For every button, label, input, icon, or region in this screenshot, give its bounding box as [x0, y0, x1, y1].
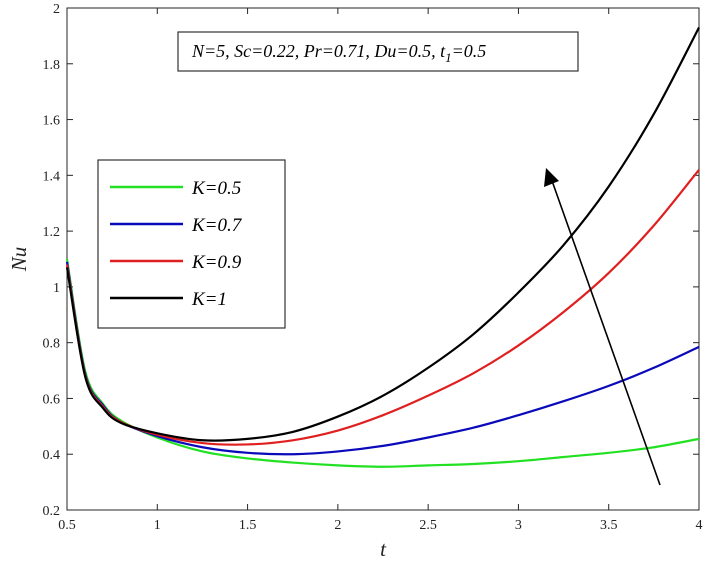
series-lines [65, 27, 700, 468]
x-tick-label: 3.5 [600, 518, 618, 533]
x-tick-label: 3 [515, 518, 522, 533]
x-axis-ticks: 0.5 1 1.5 2 2.5 3 3.5 4 [58, 8, 703, 533]
series-line-3 [65, 27, 700, 442]
legend-label-2: K=0.9 [191, 252, 242, 273]
y-tick-label: 0.8 [43, 337, 61, 352]
y-tick-label: 2 [53, 2, 60, 17]
y-tick-label: 0.6 [43, 392, 61, 407]
y-tick-label: 0.4 [43, 448, 61, 463]
svg-text:N=5, Sc=0.22, Pr=0.71, Du=0.5,: N=5, Sc=0.22, Pr=0.71, Du=0.5, t1=0.5 [191, 41, 486, 65]
x-tick-label: 2.5 [419, 518, 437, 533]
x-tick-label: 1 [154, 518, 161, 533]
x-tick-label: 2 [334, 518, 341, 533]
y-axis-label: Nu [7, 247, 31, 273]
y-tick-label: 1.2 [43, 225, 61, 240]
y-tick-label: 1.6 [43, 114, 61, 129]
x-tick-label: 0.5 [58, 518, 76, 533]
legend: K=0.5 K=0.7 K=0.9 K=1 [97, 159, 286, 329]
y-tick-label: 1 [53, 281, 60, 296]
legend-label-3: K=1 [191, 289, 227, 310]
annotation-text: N=5, Sc=0.22, Pr=0.71, Du=0.5, t [191, 41, 446, 61]
legend-label-0: K=0.5 [191, 178, 241, 199]
parameter-annotation-box: N=5, Sc=0.22, Pr=0.71, Du=0.5, t1=0.5 [177, 31, 579, 72]
annotation-subscript: 1 [445, 50, 452, 65]
y-axis-ticks: 0.2 0.4 0.6 0.8 1 1.2 1.4 1.6 1.8 2 [43, 2, 699, 519]
annotation-tail: =0.5 [452, 41, 487, 61]
y-tick-label: 1.8 [43, 58, 61, 73]
y-tick-label: 1.4 [43, 169, 61, 184]
y-tick-label: 0.2 [43, 504, 61, 519]
x-tick-label: 1.5 [239, 518, 257, 533]
x-axis-label: t [380, 537, 387, 561]
trend-arrow [544, 168, 661, 486]
legend-label-1: K=0.7 [191, 215, 243, 236]
x-tick-label: 4 [696, 518, 703, 533]
